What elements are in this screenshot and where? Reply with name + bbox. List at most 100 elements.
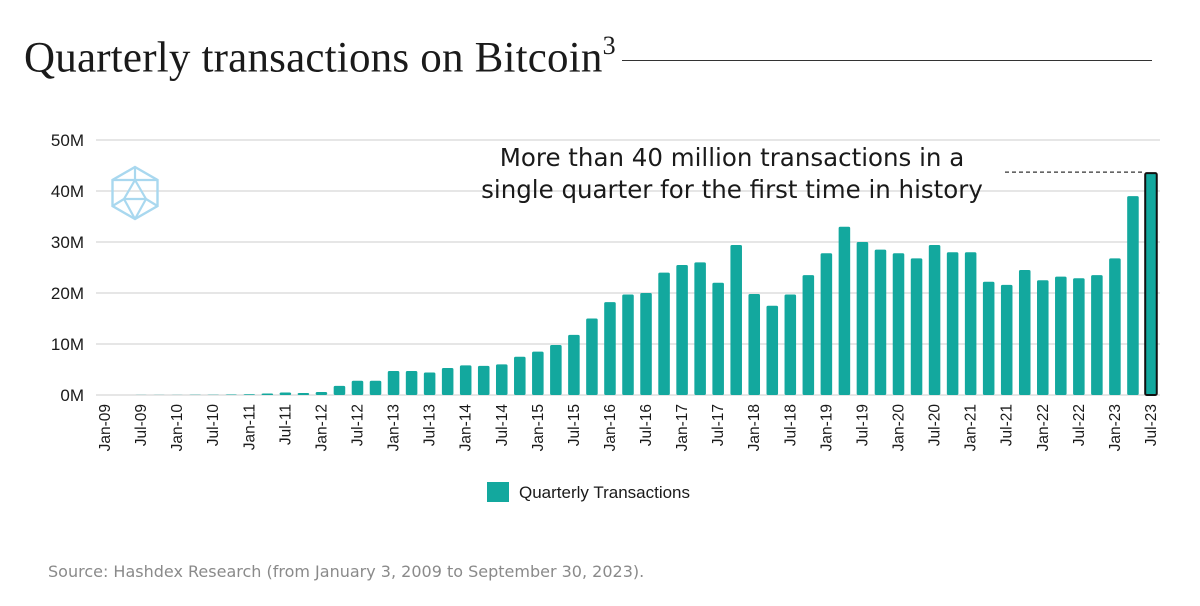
bar (766, 305, 779, 395)
bar (892, 253, 905, 395)
bar (712, 282, 724, 395)
bars (99, 172, 1158, 396)
x-tick-label: Jan-16 (602, 404, 619, 451)
bar (748, 294, 761, 395)
y-tick-label: 20M (51, 284, 84, 303)
bar (910, 258, 923, 395)
chart-title: Quarterly transactions on Bitcoin3 (24, 18, 616, 88)
x-tick-label: Jul-21 (999, 404, 1016, 446)
bar (279, 392, 292, 395)
bar (1000, 284, 1013, 395)
x-tick-label: Jan-22 (1035, 404, 1052, 451)
x-tick-label: Jul-23 (1143, 404, 1160, 446)
bar (946, 252, 959, 395)
x-tick-label: Jan-19 (818, 404, 835, 451)
x-tick-label: Jan-12 (313, 404, 330, 451)
hashdex-logo-icon (111, 165, 159, 221)
bar (243, 394, 256, 395)
bar (333, 385, 346, 395)
bar (1055, 276, 1067, 395)
bar (514, 356, 526, 395)
bar (568, 334, 580, 395)
bar (1037, 280, 1049, 395)
bar (1127, 196, 1139, 395)
bar (640, 293, 652, 395)
x-tick-label: Jul-16 (638, 404, 655, 446)
y-tick-label: 0M (60, 386, 84, 405)
bar (586, 318, 598, 395)
bar (676, 264, 688, 395)
footnote-marker: 3 (602, 31, 616, 60)
x-tick-label: Jan-18 (746, 404, 763, 451)
bar (1018, 270, 1031, 395)
x-tick-label: Jan-09 (97, 404, 114, 451)
title-rule (622, 60, 1152, 61)
bar (1144, 172, 1158, 396)
legend: Quarterly Transactions (487, 482, 690, 502)
bar (405, 371, 418, 395)
bar (423, 372, 436, 395)
y-tick-label: 30M (51, 233, 84, 252)
source-note: Source: Hashdex Research (from January 3… (48, 562, 645, 581)
bar (964, 252, 977, 395)
x-tick-label: Jan-17 (674, 404, 691, 451)
bar (658, 272, 670, 395)
x-tick-label: Jan-23 (1107, 404, 1124, 451)
x-tick-label: Jul-19 (854, 404, 871, 446)
annotation-text: More than 40 million transactions in a (500, 143, 964, 172)
bar (351, 380, 364, 395)
x-tick-label: Jan-14 (458, 404, 475, 452)
legend-swatch (487, 482, 509, 502)
bar (477, 365, 490, 395)
x-tick-label: Jan-10 (169, 404, 186, 452)
y-tick-label: 10M (51, 335, 84, 354)
bar (1091, 275, 1103, 395)
x-tick-label: Jul-12 (349, 404, 366, 446)
bar (874, 249, 887, 395)
chart-title-text: Quarterly transactions on Bitcoin3 (24, 31, 616, 82)
bar (261, 393, 274, 395)
bar (550, 345, 562, 395)
bar (928, 245, 941, 395)
x-tick-label: Jul-22 (1071, 404, 1088, 446)
bar (694, 262, 706, 395)
x-tick-label: Jul-17 (710, 404, 727, 446)
y-tick-label: 40M (51, 182, 84, 201)
bar (856, 242, 869, 395)
bar (441, 367, 454, 395)
x-tick-label: Jul-09 (133, 404, 150, 446)
x-tick-label: Jul-11 (277, 404, 294, 445)
x-tick-label: Jul-18 (782, 404, 799, 446)
x-tick-label: Jan-15 (530, 404, 547, 451)
bar (297, 392, 310, 395)
bar (802, 275, 815, 395)
x-tick-label: Jul-20 (927, 404, 944, 447)
y-tick-label: 50M (51, 131, 84, 150)
legend-label: Quarterly Transactions (519, 483, 690, 502)
bar (459, 365, 472, 395)
bar (838, 226, 851, 395)
x-axis-labels: Jan-09 Jul-09 Jan-10 Jul-10 Jan-11 Jul-11 Jan-… (97, 404, 1160, 452)
bar (532, 351, 544, 395)
bar (982, 281, 995, 395)
x-tick-label: Jan-20 (891, 404, 908, 452)
bar (1109, 258, 1121, 395)
x-tick-label: Jul-13 (422, 404, 439, 446)
bar (1073, 278, 1085, 395)
bar (604, 302, 616, 395)
annotation-text: single quarter for the first time in his… (481, 175, 983, 204)
x-tick-label: Jul-15 (566, 404, 583, 446)
x-tick-label: Jan-13 (386, 404, 403, 451)
x-tick-label: Jul-10 (205, 404, 222, 447)
bar (730, 245, 742, 395)
bar (820, 253, 833, 395)
annotation: More than 40 million transactions in a si… (481, 143, 1144, 204)
x-tick-label: Jan-21 (963, 404, 980, 451)
bar (387, 371, 400, 395)
bar (495, 364, 508, 395)
y-axis-labels: 0M 10M 20M 30M 40M 50M (51, 131, 84, 405)
bar (784, 294, 797, 395)
bar (369, 380, 382, 395)
x-tick-label: Jan-11 (241, 404, 258, 450)
